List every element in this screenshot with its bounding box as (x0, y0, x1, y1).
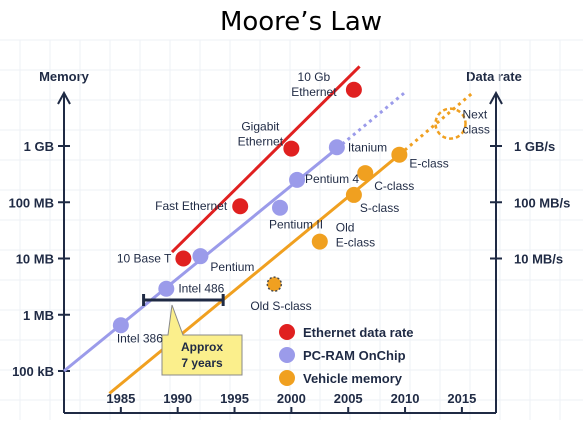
callout-text-line: Approx (181, 340, 223, 354)
point-label: Gigabit (241, 120, 280, 134)
trend-line (170, 65, 361, 254)
point-label: Old S-class (250, 299, 311, 313)
point-label: Pentium 4 (305, 172, 359, 186)
x-tick-label: 1985 (106, 391, 135, 406)
point-label: Intel 386 (117, 331, 163, 345)
left-tick-label: 100 kB (12, 364, 54, 379)
x-tick-label: 2010 (391, 391, 420, 406)
point-label: Ethernet (238, 135, 284, 149)
point-label: Old (336, 221, 355, 235)
legend: Ethernet data rate PC-RAM OnChip Vehicle m… (279, 324, 414, 386)
x-tick-label: 1995 (220, 391, 249, 406)
left-axis-arrow (57, 90, 71, 105)
point-label: Ethernet (291, 85, 337, 99)
left-tick-label: 1 GB (24, 139, 54, 154)
data-point (266, 276, 283, 292)
grid-layer (0, 39, 583, 420)
point-label: 10 Base T (117, 252, 172, 266)
data-point (328, 139, 345, 156)
point-label: 10 Gb (298, 70, 331, 84)
point-label: class (463, 123, 490, 137)
point-label: Itanium (348, 140, 387, 154)
left-tick-label: 100 MB (8, 195, 54, 210)
point-label: Pentium (210, 260, 254, 274)
left-tick-label: 10 MB (16, 252, 54, 267)
left-axis-title: Memory (39, 69, 90, 84)
data-point (158, 280, 175, 297)
data-point-projected (434, 107, 467, 140)
data-point (283, 140, 300, 157)
chart-title: Moore’s Law (220, 7, 382, 37)
data-point (232, 198, 249, 215)
data-point (357, 165, 374, 182)
callout-box (161, 304, 243, 376)
legend-label: PC-RAM OnChip (303, 348, 406, 363)
x-tick-label: 2000 (277, 391, 306, 406)
data-point (311, 233, 328, 250)
data-point (272, 199, 288, 216)
annotation-layer: Approx 7 years (142, 294, 243, 376)
data-points-layer (112, 81, 467, 334)
right-axis-arrow (489, 90, 503, 105)
x-tick-label: 1990 (163, 391, 192, 406)
legend-marker (279, 324, 295, 340)
data-point (391, 146, 408, 163)
point-label: E-class (409, 157, 448, 171)
data-point (345, 186, 362, 203)
point-label: Fast Ethernet (155, 199, 228, 213)
x-tick-label: 2005 (334, 391, 363, 406)
trend-line-projected (335, 91, 407, 150)
right-tick-label: 100 MB/s (514, 195, 570, 210)
right-tick-label: 1 GB/s (514, 139, 555, 154)
data-point (192, 248, 209, 265)
right-tick-label: 10 MB/s (514, 252, 563, 267)
point-label: Pentium II (269, 218, 323, 232)
legend-marker (279, 347, 295, 363)
point-label: C-class (374, 179, 414, 193)
callout-text-line: 7 years (181, 356, 223, 370)
axes-layer: 100 kB 1 MB 10 MB 100 MB 1 GB 10 MB/s 100 MB/s… (8, 90, 570, 414)
data-point (112, 317, 129, 334)
left-tick-label: 1 MB (23, 308, 54, 323)
data-point (345, 81, 362, 98)
data-point (175, 250, 192, 267)
point-label: S-class (360, 201, 399, 215)
legend-marker (279, 370, 295, 386)
data-point (289, 171, 306, 188)
trend-line-projected (398, 91, 475, 156)
legend-label: Vehicle memory (303, 371, 403, 386)
right-axis-title: Data rate (466, 69, 522, 84)
point-label: Next (463, 108, 488, 122)
legend-label: Ethernet data rate (303, 325, 414, 340)
point-label: Intel 486 (178, 282, 224, 296)
x-tick-label: 2015 (447, 391, 476, 406)
point-label: E-class (336, 236, 375, 250)
